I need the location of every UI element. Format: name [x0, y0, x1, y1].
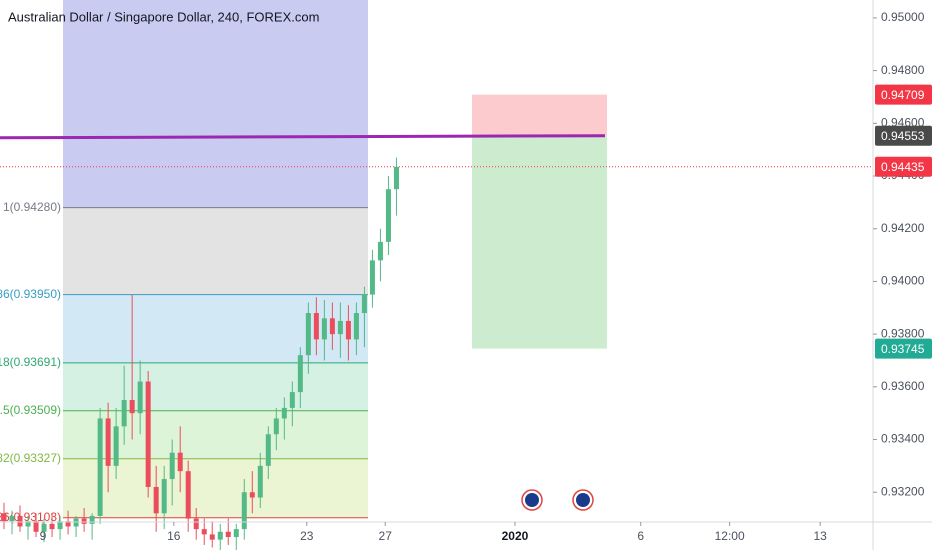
stop-zone	[472, 94, 607, 136]
candle-body	[193, 518, 199, 530]
y-tick-label: 0.94200	[881, 221, 925, 235]
candle-body	[137, 381, 143, 414]
candle-body	[385, 189, 391, 242]
candle-body	[345, 320, 351, 340]
candle-body	[321, 318, 327, 340]
candle-body	[33, 521, 39, 532]
target-zone	[472, 135, 607, 349]
fib-label: 36(0.93103)	[0, 510, 61, 524]
candle-body	[369, 260, 375, 295]
candle-body	[209, 534, 215, 540]
candle-body	[281, 407, 287, 419]
candle-body	[337, 320, 343, 335]
fib-label: 86(0.93950)	[0, 287, 61, 301]
y-tick-label: 0.94800	[881, 63, 925, 77]
candle-body	[225, 531, 231, 538]
stop-price-box	[875, 84, 932, 105]
y-tick-label: 0.93200	[881, 484, 925, 498]
chart-title: Australian Dollar / Singapore Dollar, 24…	[8, 9, 319, 24]
candle-body	[17, 515, 23, 527]
y-tick-label: 0.93800	[881, 326, 925, 340]
fib-label: 18(0.93691)	[0, 355, 61, 369]
last-price-box	[875, 156, 932, 177]
candle-body	[177, 452, 183, 472]
candle-body	[49, 523, 55, 530]
candle-body	[25, 521, 31, 527]
range-shade	[63, 0, 368, 208]
candle-body	[129, 399, 135, 414]
candle-body	[153, 486, 159, 514]
y-tick-label: 0.93600	[881, 379, 925, 393]
candle-body	[185, 471, 191, 519]
candle-body	[289, 392, 295, 408]
candle-body	[161, 479, 167, 514]
trend-price-box	[875, 125, 932, 146]
x-tick-label: 2020	[502, 529, 529, 543]
fib-zone	[63, 207, 368, 295]
candle-body	[377, 241, 383, 261]
y-tick-label: 0.93400	[881, 432, 925, 446]
candle-body	[105, 418, 111, 466]
candle-body	[97, 418, 103, 516]
candle-body	[257, 465, 263, 498]
candle-body	[41, 523, 47, 532]
candle-body	[313, 313, 319, 340]
candle-body	[217, 531, 223, 540]
candle-body	[73, 518, 79, 527]
x-tick-label: 12:00	[715, 529, 745, 543]
stop-price-label: 0.94709	[881, 88, 925, 102]
candle-body	[89, 515, 95, 524]
plot-area: 1(0.94280) 86(0.93950) 18(0.93691) .5(0.935…	[0, 0, 873, 550]
candle-body	[265, 434, 271, 466]
candle-body	[145, 381, 151, 487]
fib-label: .5(0.93509)	[0, 403, 61, 417]
candle-body	[297, 355, 303, 393]
x-tick-label: 27	[379, 529, 393, 543]
y-tick-label: 0.94000	[881, 274, 925, 288]
candle-body	[393, 166, 399, 190]
event-flag	[525, 493, 539, 507]
event-icons[interactable]	[521, 489, 594, 511]
candle-body	[81, 518, 87, 524]
candle-body	[233, 529, 239, 538]
candle-body	[273, 418, 279, 435]
fib-label: 1(0.94280)	[3, 200, 61, 214]
fib-zone	[63, 458, 368, 518]
event-flag	[576, 493, 590, 507]
candle-body	[329, 318, 335, 335]
candle-body	[1, 513, 7, 522]
x-tick-label: 6	[637, 529, 644, 543]
candle-body	[353, 313, 359, 340]
candle-body	[201, 529, 207, 535]
x-tick-label: 13	[813, 529, 827, 543]
fib-label: 82(0.93327)	[0, 451, 61, 465]
candle-body	[9, 515, 15, 522]
candle-body	[113, 426, 119, 466]
candle-body	[169, 452, 175, 480]
candle-body	[249, 492, 255, 498]
x-tick-label: 16	[167, 529, 181, 543]
x-tick-label: 23	[300, 529, 314, 543]
fib-zone	[63, 362, 368, 411]
candle-body	[305, 313, 311, 356]
candle-body	[65, 521, 71, 527]
y-tick-label: 0.95000	[881, 10, 925, 24]
candle-body	[241, 492, 247, 530]
last-price-label: 0.94435	[881, 160, 925, 174]
trend-price-label: 0.94553	[881, 129, 925, 143]
target-price-box	[875, 338, 932, 359]
candle-body	[121, 399, 127, 427]
x-tick-label: 9	[40, 529, 47, 543]
candle-body	[361, 294, 367, 314]
candle-body	[57, 521, 63, 530]
target-price-label: 0.93745	[881, 342, 925, 356]
trend-line	[0, 134, 606, 140]
